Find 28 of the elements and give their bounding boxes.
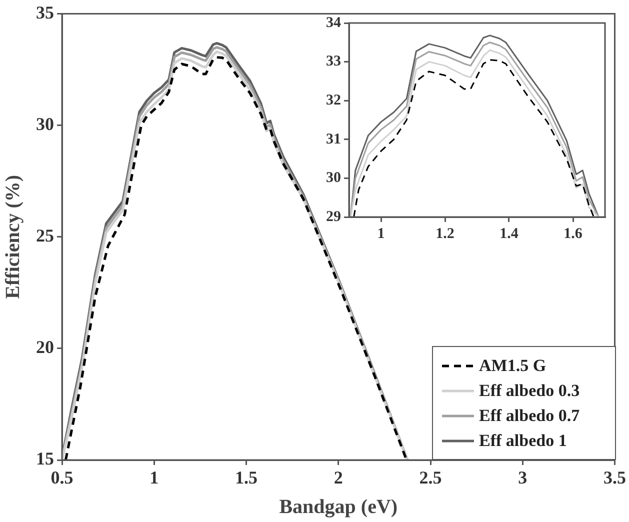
x-tick-label: 0.5 bbox=[50, 467, 74, 488]
y-tick-label: 31 bbox=[326, 131, 341, 148]
x-tick-label: 2.5 bbox=[419, 467, 442, 488]
y-tick-label: 15 bbox=[36, 448, 54, 469]
y-tick-label: 32 bbox=[326, 92, 341, 108]
legend-label: Eff albedo 1 bbox=[479, 430, 567, 450]
legend-label: Eff albedo 0.3 bbox=[479, 380, 580, 400]
y-tick-label: 35 bbox=[36, 2, 54, 22]
x-tick-label: 3.5 bbox=[604, 467, 626, 488]
y-tick-label: 30 bbox=[326, 170, 341, 186]
y-tick-label: 20 bbox=[36, 337, 54, 358]
x-tick-label: 1 bbox=[150, 467, 159, 488]
legend-label: Eff albedo 0.7 bbox=[479, 406, 580, 426]
y-tick-label: 25 bbox=[36, 226, 54, 246]
x-tick-label: 1.2 bbox=[436, 226, 454, 242]
y-tick-label: 29 bbox=[326, 208, 341, 225]
x-tick-label: 2 bbox=[334, 467, 343, 488]
x-tick-label: 1 bbox=[377, 226, 385, 242]
y-axis-title: Efficiency (%) bbox=[2, 174, 24, 299]
x-tick-label: 3 bbox=[518, 467, 528, 488]
x-tick-label: 1.5 bbox=[235, 467, 258, 488]
x-tick-label: 1.4 bbox=[500, 226, 519, 242]
y-tick-label: 33 bbox=[326, 54, 341, 70]
y-tick-label: 34 bbox=[326, 14, 342, 31]
x-tick-label: 1.6 bbox=[564, 226, 583, 242]
x-axis-title: Bandgap (eV) bbox=[279, 496, 398, 518]
legend-label: AM1.5 G bbox=[479, 356, 546, 376]
y-tick-label: 30 bbox=[36, 114, 54, 134]
